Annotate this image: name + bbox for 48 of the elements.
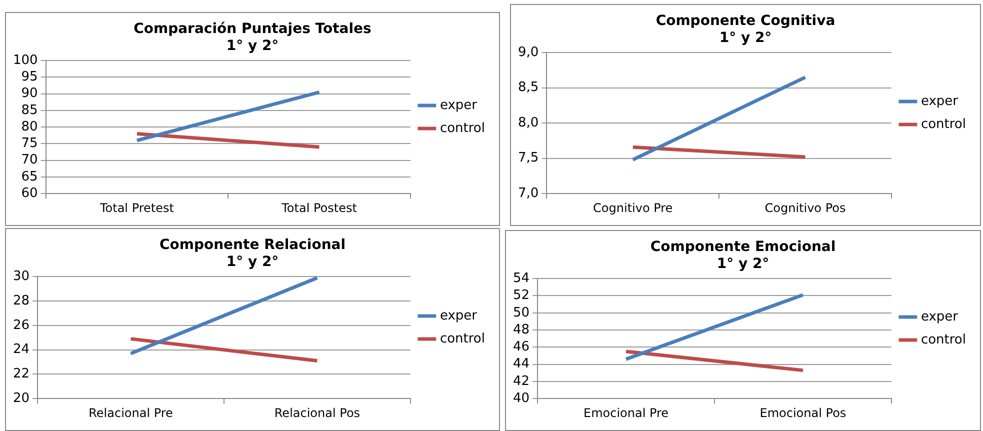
y-tick-label: 24 [12, 342, 30, 358]
y-tick-label: 80 [21, 119, 38, 134]
y-tick-label: 50 [512, 305, 530, 320]
y-tick-label: 46 [512, 340, 530, 355]
y-tick-label: 75 [21, 136, 38, 152]
y-tick-label: 90 [21, 86, 38, 102]
chart-title: Comparación Puntajes Totales 1° y 2° [134, 21, 372, 54]
legend-label: exper [440, 308, 478, 324]
x-tick-label: Emocional Pos [760, 406, 846, 420]
y-tick-label: 70 [21, 152, 38, 168]
y-tick-label: 42 [512, 374, 530, 389]
y-tick-label: 7,5 [518, 150, 539, 166]
chart-title: Componente Relacional 1° y 2° [159, 237, 346, 270]
y-tick-label: 40 [512, 390, 530, 406]
x-tick-label: Total Postest [280, 200, 358, 215]
y-tick-label: 60 [21, 186, 38, 201]
x-tick-label: Total Pretest [98, 200, 174, 215]
y-tick-label: 7,0 [518, 186, 539, 201]
chart-title: Componente Cognitiva 1° y 2° [656, 13, 836, 46]
y-tick-label: 100 [12, 52, 38, 68]
legend-label: exper [920, 94, 959, 109]
x-tick-label: Relacional Pos [274, 406, 360, 420]
y-tick-label: 9,0 [518, 44, 539, 60]
y-tick-label: 28 [12, 293, 30, 308]
y-tick-label: 30 [12, 268, 30, 284]
y-tick-label: 22 [12, 366, 30, 382]
y-tick-label: 95 [21, 70, 38, 85]
y-tick-label: 65 [21, 169, 38, 184]
y-tick-label: 8,5 [518, 80, 539, 96]
legend-label: control [440, 120, 485, 136]
y-tick-label: 20 [12, 390, 30, 406]
legend-label: exper [440, 98, 478, 113]
y-tick-label: 48 [512, 322, 530, 338]
x-tick-label: Cognitivo Pos [764, 200, 846, 215]
y-tick-label: 26 [12, 318, 30, 333]
y-tick-label: 54 [512, 270, 530, 286]
x-tick-label: Cognitivo Pre [593, 200, 673, 215]
y-tick-label: 85 [21, 102, 38, 118]
legend-label: exper [920, 309, 959, 324]
y-tick-label: 52 [512, 288, 530, 304]
y-tick-label: 8,0 [518, 115, 539, 130]
legend-label: control [440, 331, 485, 346]
chart-title: Componente Emocional 1° y 2° [650, 239, 836, 272]
x-tick-label: Relacional Pre [88, 406, 173, 420]
x-tick-label: Emocional Pre [583, 406, 669, 420]
y-tick-label: 44 [512, 356, 530, 372]
legend-label: control [920, 116, 966, 132]
legend-label: control [920, 332, 966, 348]
